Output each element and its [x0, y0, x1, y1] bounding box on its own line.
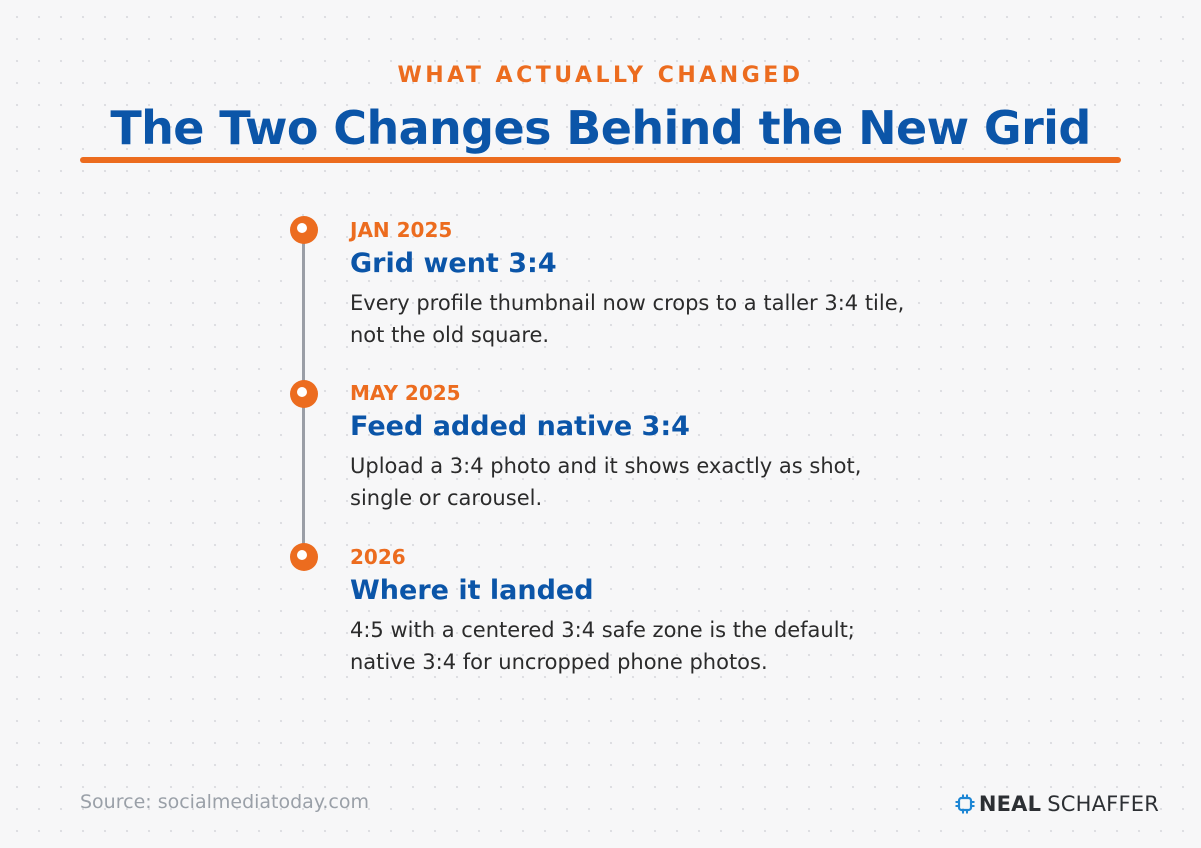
event-description: Upload a 3:4 photo and it shows exactly … [350, 454, 862, 510]
event-description: Every profile thumbnail now crops to a t… [350, 291, 905, 347]
event-title: Where it landed [350, 575, 594, 606]
brand-chip-icon [955, 794, 975, 814]
event-title: Feed added native 3:4 [350, 411, 690, 442]
event-description: 4:5 with a centered 3:4 safe zone is the… [350, 618, 855, 674]
brand-logo: NEAL SCHAFFER [955, 790, 1159, 818]
marker-center-dot [297, 223, 307, 233]
page-title: The Two Changes Behind the New Grid [110, 101, 1091, 155]
title-underline [80, 157, 1121, 163]
source-credit: Source: socialmediatoday.com [80, 791, 369, 813]
logo-last-name: SCHAFFER [1047, 792, 1159, 816]
timeline-event-2: MAY 2025 Feed added native 3:4 Upload a … [350, 380, 910, 514]
logo-first-name: NEAL [978, 792, 1042, 816]
event-date: 2026 [350, 545, 406, 569]
timeline-event-3: 2026 Where it landed 4:5 with a centered… [350, 544, 910, 678]
timeline-marker-2 [290, 380, 318, 408]
timeline-event-1: JAN 2025 Grid went 3:4 Every profile thu… [350, 217, 910, 351]
event-date: MAY 2025 [350, 381, 461, 405]
marker-center-dot [297, 550, 307, 560]
event-date: JAN 2025 [350, 218, 453, 242]
eyebrow-label: WHAT ACTUALLY CHANGED [397, 63, 804, 88]
marker-center-dot [297, 387, 307, 397]
event-title: Grid went 3:4 [350, 248, 557, 279]
timeline-marker-1 [290, 216, 318, 244]
timeline-marker-3 [290, 543, 318, 571]
